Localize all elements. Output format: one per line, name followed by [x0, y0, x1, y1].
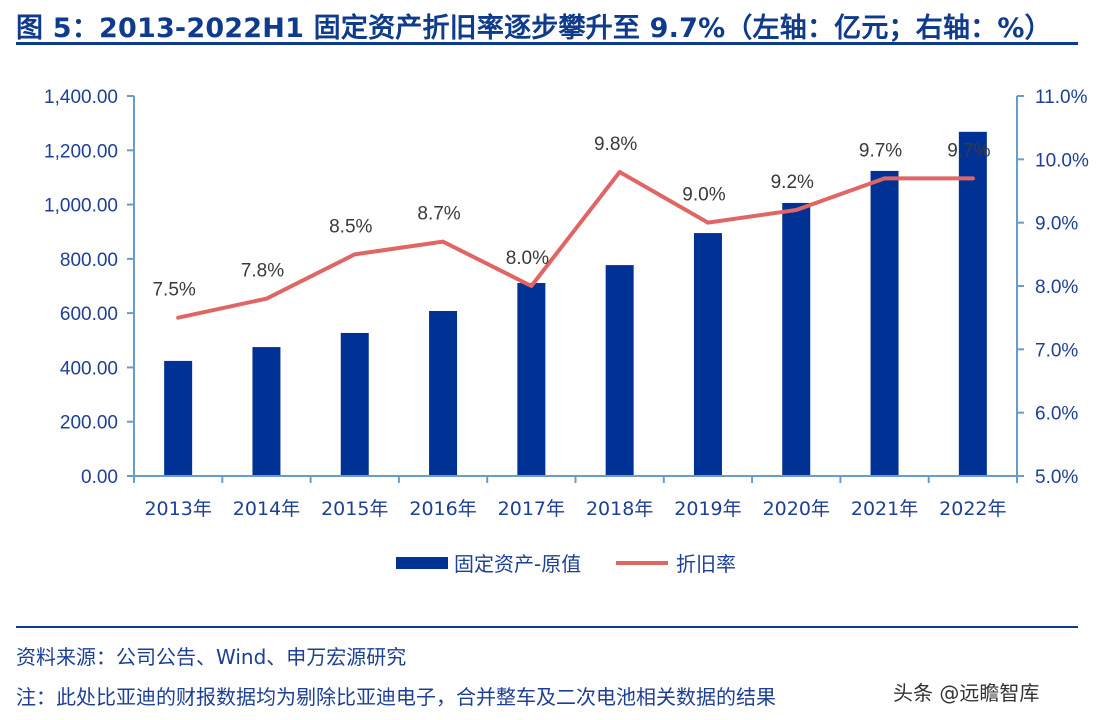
right-tick-label: 8.0% — [1035, 277, 1078, 298]
line-series — [176, 170, 975, 320]
x-tick-label: 2019年 — [674, 498, 741, 520]
left-tick-label: 0.00 — [81, 467, 118, 488]
line-data-label: 8.7% — [417, 204, 460, 225]
right-tick-label: 7.0% — [1035, 340, 1078, 361]
x-axis: 2013年 2014年 2015年 2016年 2017年 2018年 2019年 2020年… — [133, 475, 1018, 520]
x-tick-label: 2014年 — [233, 498, 300, 520]
left-tick-label: 600.00 — [60, 304, 118, 325]
bar — [958, 131, 987, 477]
figure-title: 图 5：2013-2022H1 固定资产折旧率逐步攀升至 9.7%（左轴：亿元；… — [16, 13, 1052, 44]
x-tick-label: 2013年 — [144, 498, 211, 520]
source-note: 资料来源：公司公告、Wind、申万宏源研究 — [16, 645, 407, 669]
line-data-label: 8.0% — [506, 248, 549, 269]
line-data-label: 7.8% — [241, 261, 284, 282]
legend: 固定资产-原值 折旧率 — [396, 552, 736, 576]
line-data-label: 8.5% — [329, 216, 372, 237]
x-tick-label: 2015年 — [321, 498, 388, 520]
x-tick-label: 2020年 — [763, 498, 830, 520]
line-data-label: 9.8% — [594, 134, 637, 155]
legend-swatch-bar — [396, 557, 448, 569]
x-tick-label: 2022年 — [939, 498, 1006, 520]
left-tick-label: 400.00 — [60, 358, 118, 379]
left-tick-label: 1,000.00 — [44, 196, 118, 217]
depreciation-rate-line — [176, 170, 975, 320]
line-data-label: 9.7% — [947, 140, 990, 161]
right-tick-label: 5.0% — [1035, 467, 1078, 488]
right-tick-label: 9.0% — [1035, 214, 1078, 235]
right-tick-label: 6.0% — [1035, 404, 1078, 425]
combo-chart: 0.00 200.00 400.00 600.00 800.00 1,000.00 1,20… — [44, 87, 1089, 576]
watermark: 头条 @远瞻智库 — [893, 681, 1040, 705]
data-labels: 7.5% 7.8% 8.5% 8.7% 8.0% 9.8% 9.0% 9.2% 9.7% 9.7% — [152, 134, 990, 301]
left-tick-label: 800.00 — [60, 250, 118, 271]
bar — [605, 265, 634, 476]
line-data-label: 7.5% — [152, 280, 195, 301]
bar — [693, 233, 722, 476]
left-tick-label: 1,400.00 — [44, 87, 118, 108]
x-tick-label: 2018年 — [586, 498, 653, 520]
bar — [340, 332, 369, 476]
line-data-label: 9.0% — [682, 185, 725, 206]
legend-label-bar: 固定资产-原值 — [454, 552, 581, 576]
line-data-label: 9.2% — [771, 172, 814, 193]
x-tick-label: 2017年 — [498, 498, 565, 520]
right-tick-label: 10.0% — [1035, 150, 1089, 171]
left-tick-label: 1,200.00 — [44, 141, 118, 162]
bar — [782, 202, 811, 476]
bar — [164, 360, 193, 476]
bar-series — [164, 131, 987, 477]
footnote: 注：此处比亚迪的财报数据均为剔除比亚迪电子，合并整车及二次电池相关数据的结果 — [16, 685, 776, 709]
legend-label-line: 折旧率 — [676, 552, 736, 576]
bar — [429, 310, 458, 476]
bar — [517, 283, 546, 476]
x-tick-label: 2016年 — [409, 498, 476, 520]
right-tick-label: 11.0% — [1035, 87, 1088, 108]
footer-divider — [16, 626, 1078, 628]
title-divider — [16, 42, 1078, 45]
left-y-axis: 0.00 200.00 400.00 600.00 800.00 1,000.00 1,20… — [44, 87, 135, 488]
right-y-axis: 5.0% 6.0% 7.0% 8.0% 9.0% 10.0% 11.0% — [1016, 87, 1089, 488]
bar — [252, 347, 281, 476]
left-tick-label: 200.00 — [60, 413, 118, 434]
x-tick-label: 2021年 — [851, 498, 918, 520]
bar — [870, 170, 899, 476]
line-data-label: 9.7% — [859, 140, 902, 161]
